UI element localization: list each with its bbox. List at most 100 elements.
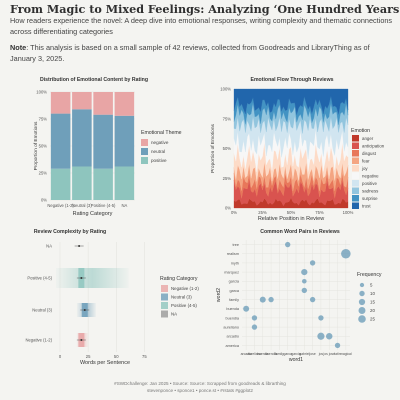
emotional-flow-chart: Emotional Flow Through Reviews 0% 25% 50% 75… [210,77,385,222]
x-tick-label: 100% [343,210,354,215]
y-tick-label: 25% [223,176,232,181]
chart-title: Distribution of Emotional Content by Rat… [40,77,148,83]
legend-label: fear [362,158,370,163]
legend-label: NA [171,312,177,317]
legend-label: 25 [370,317,375,322]
x-tick-label: family [275,352,284,356]
bar-segment-neutral [72,109,92,167]
y-tick-label: buenda [226,307,240,311]
word-pair-point [285,241,291,248]
y-tick-label: realism [227,252,239,256]
y-tick-label: 100% [220,87,231,92]
word-pair-point [309,296,316,303]
legend-label: anticipation [362,143,385,148]
density-band [56,268,129,288]
x-tick-label: buendia [265,352,277,356]
x-tick-label: 25 [86,354,91,359]
y-tick-label: 50% [223,146,232,151]
bar-segment-positive [50,168,71,200]
word-pairs-chart: Common Word Pairs in Reviews tree realism m… [216,229,382,363]
y-tick-label: garca [230,289,240,293]
x-axis-title: Relative Position in Review [258,216,324,222]
y-tick-label: aureliano [223,325,239,329]
legend-swatch [161,285,168,292]
word-pair-point [251,324,258,330]
y-axis-title: word2 [216,288,222,302]
y-tick-label: myth [231,261,239,265]
legend-title: Emotion [351,128,370,134]
x-tick-label: garcia [291,352,300,356]
legend-title: Emotional Theme [141,130,182,136]
emotional-content-chart: Distribution of Emotional Content by Rat… [33,77,182,217]
x-tick-label: 75% [315,210,324,215]
legend-swatch [141,148,148,155]
note-text: : This analysis is based on a small samp… [10,43,370,63]
legend-swatch [352,135,359,142]
y-tick-label: Negative (1-2) [25,338,52,343]
legend-size-point [359,290,365,297]
bar-segment-neutral [114,115,135,167]
legend-label: 10 [370,291,375,296]
x-tick-label: 75 [142,354,147,359]
word-pair-point [301,287,307,294]
legend-swatch [352,150,359,157]
x-tick-label: 50% [287,210,296,215]
legend-swatch [352,142,359,149]
legend-label: trust [362,203,371,208]
y-tick-label: 50% [39,144,48,149]
legend-swatch [352,195,359,202]
bar-segment-positive [93,168,113,200]
y-axis-title: Proportion of Emotions [33,121,39,170]
bar-segment-negative [93,92,113,115]
word-pair-point [325,333,333,340]
page-note: Note: This analysis is based on a small … [10,43,390,64]
x-tick-label: 50 [114,354,119,359]
legend-label: anger [362,136,374,141]
page-subtitle: How readers experience the novel: A deep… [10,16,393,36]
chart-title: Review Complexity by Rating [34,229,106,235]
x-tick-label: magical [340,352,352,356]
x-tick-label: buenda [257,352,268,356]
x-tick-label: gabriel [299,352,309,356]
legend-swatch [161,302,168,309]
legend-label: Negative (1-2) [171,286,199,291]
legend-swatch [352,172,359,179]
x-tick-label: 25% [258,210,267,215]
y-tick-label: 0% [41,198,47,203]
word-pair-point [251,315,258,321]
y-tick-label: Neutral (3) [32,308,52,313]
legend-swatch [352,187,359,194]
x-tick-label: jose [308,352,315,356]
legend-swatch [161,310,168,318]
bar-segment-negative [72,92,92,110]
legend-size-point [358,307,366,314]
y-tick-label: 100% [36,90,47,95]
chart-title: Emotional Flow Through Reviews [250,77,333,83]
word-pair-point [309,260,316,266]
y-tick-label: buendia [225,316,239,320]
footer-caption: #SWDchallenge: Jan 2025 • Source: Source… [114,381,286,386]
y-tick-label: NA [46,244,52,249]
y-tick-label: garcia [229,280,240,284]
y-tick-label: 75% [39,117,48,122]
note-label: Note [10,43,27,52]
word-pair-point [301,268,308,276]
legend-swatch [141,139,148,146]
legend-label: negative [362,173,379,178]
bar-segment-negative [50,92,71,114]
x-axis-title: Words per Sentence [80,360,130,366]
legend-size-point [358,315,366,323]
x-axis-title: Rating Category [73,211,113,217]
legend-label: 15 [370,300,375,305]
legend-label: 5 [370,283,373,288]
y-tick-label: 25% [39,171,48,176]
legend-label: disgust [362,151,377,156]
x-tick-label: latin [334,352,340,356]
legend-label: joy [361,166,368,171]
median-point [83,309,86,311]
x-tick-label: NA [121,203,127,208]
legend-size-point [358,298,366,306]
x-tick-label: 0% [231,210,237,215]
word-pair-point [259,296,266,303]
